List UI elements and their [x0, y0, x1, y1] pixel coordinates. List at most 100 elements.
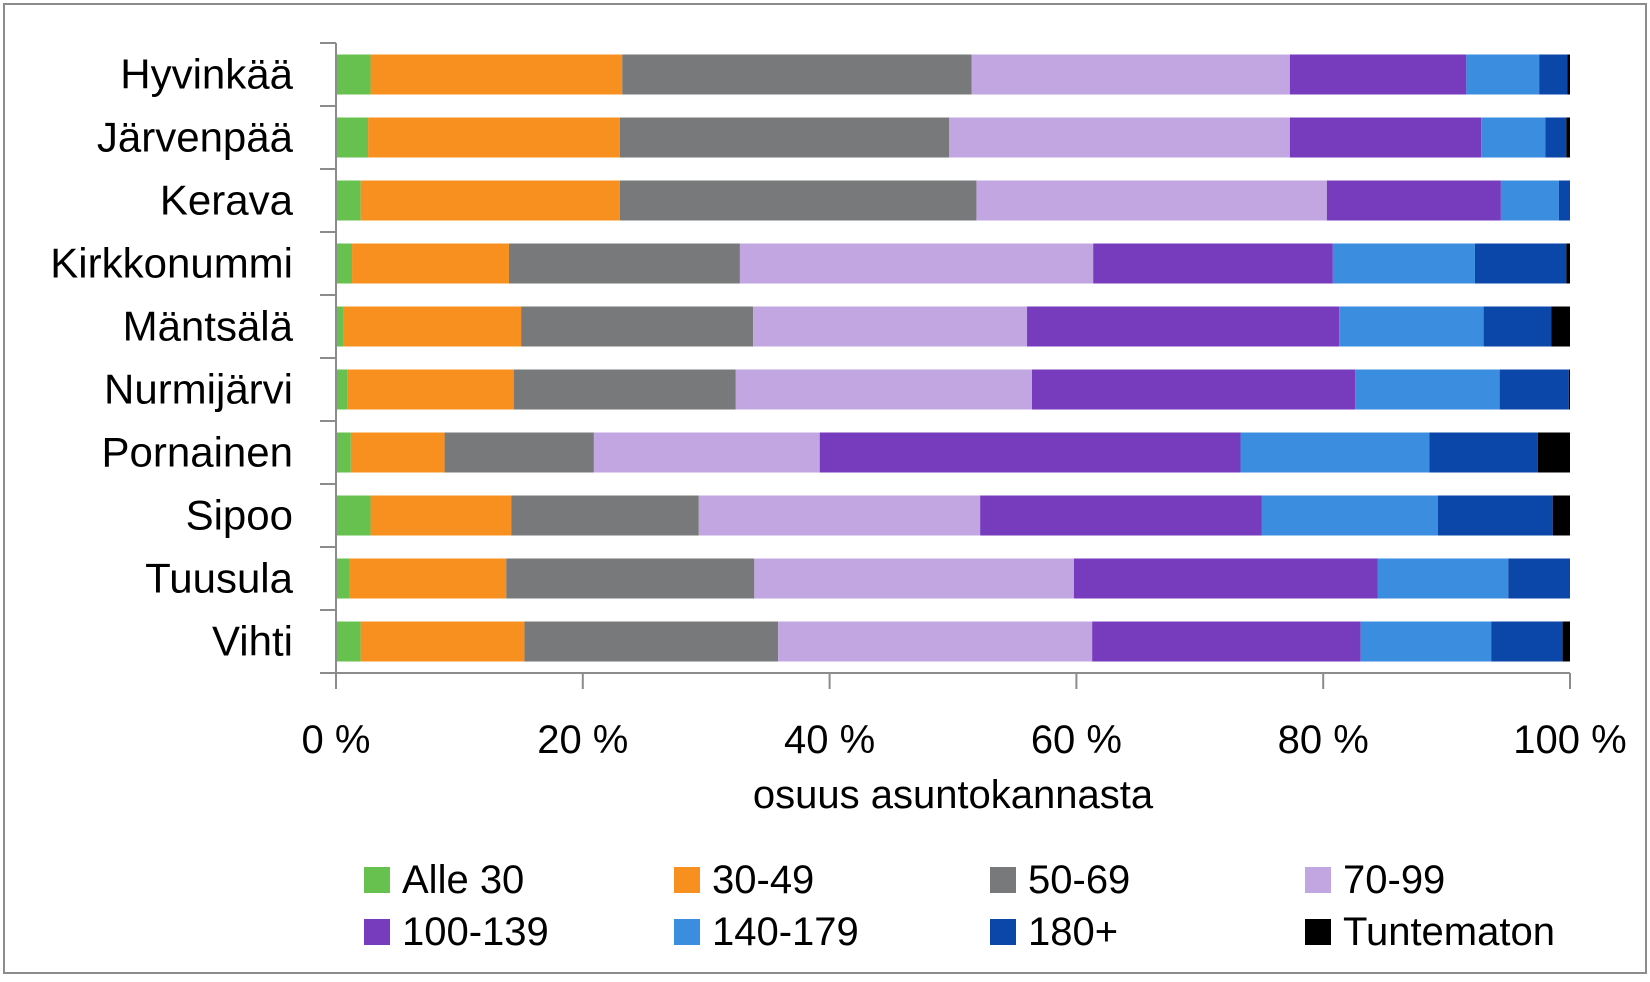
legend-label-alle-30: Alle 30	[402, 858, 524, 902]
x-tick-label-100: 100 %	[1513, 718, 1626, 762]
bar-pornainen-30-49	[350, 432, 445, 473]
bar-kerava-140-179	[1500, 180, 1559, 221]
bar-mantsala-100-139	[1027, 306, 1340, 347]
bar-mantsala-alle-30	[336, 306, 344, 347]
bar-jarvenpaa-70-99	[949, 117, 1290, 158]
legend-label-100-139: 100-139	[402, 910, 549, 954]
axes-layer	[320, 42, 1571, 689]
bar-tuusula-100-139	[1073, 558, 1378, 599]
bar-pornainen-alle-30	[336, 432, 351, 473]
category-label-vihti: Vihti	[212, 618, 293, 665]
category-label-sipoo: Sipoo	[186, 492, 293, 539]
bar-sipoo-70-99	[698, 495, 981, 536]
bar-nurmijarvi-30-49	[347, 369, 514, 410]
legend-swatch-alle-30	[364, 867, 390, 893]
bar-kerava-180	[1558, 180, 1570, 221]
bars-layer	[336, 54, 1570, 662]
bar-nurmijarvi-70-99	[735, 369, 1032, 410]
bar-nurmijarvi-100-139	[1031, 369, 1356, 410]
bar-hyvinkaa-180	[1539, 54, 1568, 95]
legend-swatch-30-49	[674, 867, 700, 893]
x-tick-label-40: 40 %	[784, 718, 875, 762]
bar-mantsala-50-69	[521, 306, 754, 347]
bar-jarvenpaa-alle-30	[336, 117, 369, 158]
bar-sipoo-180	[1437, 495, 1553, 536]
bar-pornainen-tuntematon	[1537, 432, 1570, 473]
bar-mantsala-tuntematon	[1551, 306, 1570, 347]
legend-label-140-179: 140-179	[712, 910, 859, 954]
bar-pornainen-50-69	[444, 432, 594, 473]
labels-layer: Hyvinkää Järvenpää Kerava Kirkkonummi Mäntsä…	[50, 51, 1626, 763]
bar-nurmijarvi-alle-30	[336, 369, 348, 410]
bar-sipoo-alle-30	[336, 495, 371, 536]
bar-vihti-180	[1491, 621, 1563, 662]
bar-kirkkonummi-tuntematon	[1566, 243, 1570, 284]
legend-swatch-70-99	[1305, 867, 1331, 893]
bar-sipoo-140-179	[1261, 495, 1438, 536]
bar-kirkkonummi-30-49	[352, 243, 509, 284]
bar-jarvenpaa-100-139	[1289, 117, 1482, 158]
bar-nurmijarvi-50-69	[513, 369, 736, 410]
bar-hyvinkaa-140-179	[1466, 54, 1540, 95]
category-label-nurmijarvi: Nurmijärvi	[104, 366, 293, 413]
bar-kirkkonummi-70-99	[739, 243, 1094, 284]
bar-nurmijarvi-180	[1499, 369, 1569, 410]
bar-jarvenpaa-tuntematon	[1566, 117, 1570, 158]
bar-hyvinkaa-alle-30	[336, 54, 371, 95]
legend-label-70-99: 70-99	[1343, 858, 1445, 902]
bar-vihti-100-139	[1092, 621, 1361, 662]
bar-mantsala-30-49	[343, 306, 522, 347]
category-label-kerava: Kerava	[160, 177, 294, 224]
bar-tuusula-70-99	[754, 558, 1074, 599]
bar-tuusula-30-49	[349, 558, 507, 599]
x-tick-label-20: 20 %	[537, 718, 628, 762]
legend-swatch-50-69	[990, 867, 1016, 893]
bar-vihti-tuntematon	[1562, 621, 1570, 662]
bar-hyvinkaa-tuntematon	[1567, 54, 1570, 95]
bar-vihti-30-49	[360, 621, 525, 662]
bar-mantsala-140-179	[1339, 306, 1484, 347]
legend-swatch-180	[990, 919, 1016, 945]
bar-hyvinkaa-30-49	[370, 54, 623, 95]
x-tick-label-0: 0 %	[302, 718, 371, 762]
bar-pornainen-140-179	[1240, 432, 1430, 473]
bar-kerava-alle-30	[336, 180, 361, 221]
bar-mantsala-70-99	[753, 306, 1028, 347]
category-label-hyvinkaa: Hyvinkää	[120, 51, 293, 98]
bar-kerava-30-49	[360, 180, 620, 221]
legend: Alle 30 30-49 50-69 70-99 100-139 140-179 180+…	[364, 858, 1555, 954]
bar-hyvinkaa-50-69	[622, 54, 972, 95]
bar-kirkkonummi-140-179	[1332, 243, 1475, 284]
bar-jarvenpaa-30-49	[368, 117, 620, 158]
bar-vihti-70-99	[778, 621, 1093, 662]
legend-label-50-69: 50-69	[1028, 858, 1130, 902]
bar-kirkkonummi-100-139	[1093, 243, 1333, 284]
bar-nurmijarvi-tuntematon	[1568, 369, 1570, 410]
bar-vihti-50-69	[524, 621, 779, 662]
legend-swatch-tuntematon	[1305, 919, 1331, 945]
bar-sipoo-100-139	[980, 495, 1262, 536]
bar-nurmijarvi-140-179	[1355, 369, 1500, 410]
bar-kirkkonummi-50-69	[508, 243, 740, 284]
bar-pornainen-100-139	[819, 432, 1241, 473]
category-label-kirkkonummi: Kirkkonummi	[50, 240, 293, 287]
legend-label-tuntematon: Tuntematon	[1343, 910, 1555, 954]
bar-tuusula-50-69	[506, 558, 755, 599]
bar-mantsala-180	[1483, 306, 1552, 347]
bar-pornainen-70-99	[593, 432, 820, 473]
bar-jarvenpaa-140-179	[1481, 117, 1546, 158]
bar-jarvenpaa-180	[1545, 117, 1567, 158]
bar-kirkkonummi-alle-30	[336, 243, 353, 284]
x-tick-label-60: 60 %	[1031, 718, 1122, 762]
x-tick-label-80: 80 %	[1278, 718, 1369, 762]
legend-label-30-49: 30-49	[712, 858, 814, 902]
legend-label-180: 180+	[1028, 910, 1118, 954]
bar-kerava-70-99	[976, 180, 1327, 221]
bar-sipoo-tuntematon	[1552, 495, 1570, 536]
x-axis-title: osuus asuntokannasta	[753, 773, 1154, 817]
category-label-jarvenpaa: Järvenpää	[97, 114, 294, 161]
bar-sipoo-50-69	[511, 495, 699, 536]
legend-swatch-140-179	[674, 919, 700, 945]
bar-jarvenpaa-50-69	[619, 117, 950, 158]
